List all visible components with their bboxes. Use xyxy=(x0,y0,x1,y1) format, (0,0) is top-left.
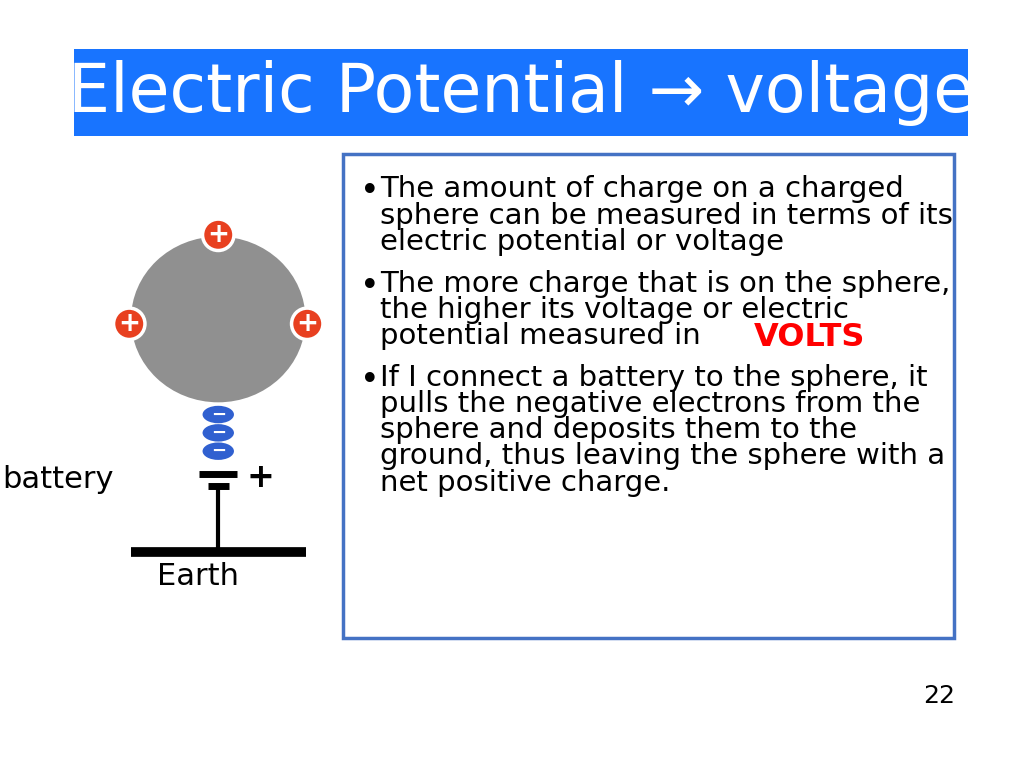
Text: +: + xyxy=(296,311,318,337)
Text: +: + xyxy=(207,222,229,248)
Text: −: − xyxy=(211,442,226,460)
Circle shape xyxy=(114,308,145,339)
Text: If I connect a battery to the sphere, it: If I connect a battery to the sphere, it xyxy=(380,364,928,392)
Text: sphere and deposits them to the: sphere and deposits them to the xyxy=(380,416,857,444)
Text: battery: battery xyxy=(2,465,114,495)
Text: •: • xyxy=(360,270,380,303)
Text: ground, thus leaving the sphere with a: ground, thus leaving the sphere with a xyxy=(380,442,945,471)
Ellipse shape xyxy=(203,442,233,460)
Ellipse shape xyxy=(203,406,233,423)
Text: 22: 22 xyxy=(924,684,955,707)
Circle shape xyxy=(203,219,233,250)
Text: −: − xyxy=(211,424,226,442)
Text: •: • xyxy=(360,175,380,208)
Circle shape xyxy=(292,308,323,339)
Text: The amount of charge on a charged: The amount of charge on a charged xyxy=(380,175,903,204)
Text: The more charge that is on the sphere,: The more charge that is on the sphere, xyxy=(380,270,950,298)
Text: −: − xyxy=(211,406,226,423)
FancyBboxPatch shape xyxy=(343,154,953,638)
Text: potential measured in: potential measured in xyxy=(380,322,710,350)
Text: electric potential or voltage: electric potential or voltage xyxy=(380,228,783,256)
Text: •: • xyxy=(360,364,380,397)
Text: Electric Potential → voltage: Electric Potential → voltage xyxy=(68,60,974,126)
Bar xyxy=(75,49,968,136)
Text: +: + xyxy=(246,461,274,494)
Ellipse shape xyxy=(131,237,305,402)
Text: +: + xyxy=(118,311,140,337)
Text: net positive charge.: net positive charge. xyxy=(380,468,670,497)
Text: the higher its voltage or electric: the higher its voltage or electric xyxy=(380,296,849,324)
Ellipse shape xyxy=(203,424,233,442)
Text: VOLTS: VOLTS xyxy=(754,322,865,353)
Text: sphere can be measured in terms of its: sphere can be measured in terms of its xyxy=(380,202,952,230)
Text: pulls the negative electrons from the: pulls the negative electrons from the xyxy=(380,390,920,418)
Text: Earth: Earth xyxy=(157,562,240,591)
